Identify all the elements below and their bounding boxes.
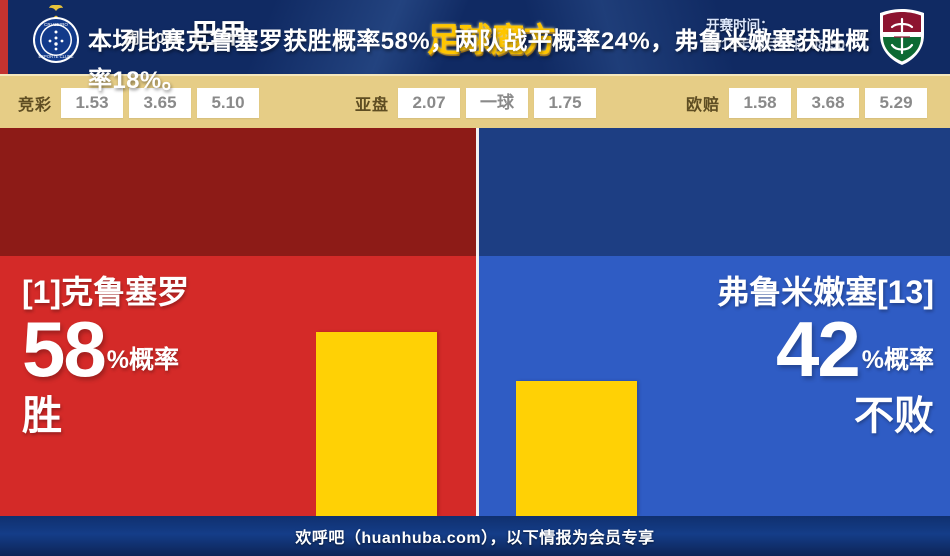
odds-group-yapan: 亚盘 2.07 一球 1.75 [355,88,597,118]
odds-cell-oupei-2[interactable]: 3.68 [797,88,860,118]
home-probability-bar [316,332,437,516]
home-probability-value: 58 [22,305,107,393]
away-probability-value: 42 [776,305,861,393]
kickoff-time: 开赛时间： 2013年10月17日 08:50 [706,16,845,54]
odds-cell-yapan-1[interactable]: 2.07 [398,88,461,118]
away-team-name: 弗鲁米嫩塞[13] [717,274,934,310]
match-round: 周三006 [125,30,183,47]
footer-bar: 欢呼吧（huanhuba.com），以下情报为会员专享 [0,516,950,556]
cruzeiro-crest-icon: CRUZEIRO ESPORTE CLUBE [33,5,79,63]
site-logo[interactable]: 足球魔方 [412,8,570,66]
odds-label-oupei: 欧赔 [686,97,721,114]
home-stat-block: [1]克鲁塞罗 58 %概率 胜 [22,272,322,440]
odds-cell-jingcai-2[interactable]: 3.65 [129,88,192,118]
logo-text: 足球魔方 [427,21,556,58]
home-team-name: [1]克鲁塞罗 [22,274,190,310]
home-probability-unit: %概率 [106,346,179,374]
odds-group-jingcai: 竞彩 1.53 3.65 5.10 [18,88,260,118]
header-sheen-overlay [0,0,950,74]
odds-label-yapan: 亚盘 [355,97,390,114]
header-bar: CRUZEIRO ESPORTE CLUBE 周三006 巴甲 足球魔方 开赛时… [0,0,950,74]
kickoff-label: 开赛时间： [706,18,774,33]
panel-divider [476,128,479,516]
away-probability-bar [516,381,637,516]
odds-bar: 竞彩 1.53 3.65 5.10 亚盘 2.07 一球 1.75 欧赔 1.5… [0,74,950,130]
odds-cell-oupei-3[interactable]: 5.29 [865,88,928,118]
odds-cell-yapan-2[interactable]: 一球 [466,88,529,118]
headline-summary: 本场比赛克鲁塞罗获胜概率58%，两队战平概率24%，弗鲁米嫩塞获胜概率18%。 [88,28,870,94]
away-outcome-label: 不败 [854,394,934,438]
league-name: 巴甲 [191,19,248,49]
home-panel-top [0,128,478,256]
odds-group-oupei: 欧赔 1.58 3.68 5.29 [686,88,928,118]
odds-cell-jingcai-3[interactable]: 5.10 [197,88,260,118]
header-accent-stripe [0,0,8,74]
odds-cell-oupei-1[interactable]: 1.58 [729,88,792,118]
away-panel-top [478,128,950,256]
fluminense-crest-icon [880,9,924,65]
match-info: 周三006 巴甲 [125,12,248,51]
away-probability-unit: %概率 [861,346,934,374]
odds-cell-yapan-3[interactable]: 1.75 [534,88,597,118]
footer-text[interactable]: 欢呼吧（huanhuba.com），以下情报为会员专享 [295,530,655,547]
svg-text:ESPORTE CLUBE: ESPORTE CLUBE [38,54,73,59]
odds-cell-jingcai-1[interactable]: 1.53 [61,88,124,118]
away-stat-block: 弗鲁米嫩塞[13] 42 %概率 不败 [594,272,934,440]
home-outcome-label: 胜 [22,394,62,438]
svg-text:CRUZEIRO: CRUZEIRO [44,22,68,27]
odds-label-jingcai: 竞彩 [18,97,53,114]
kickoff-value: 2013年10月17日 08:50 [706,37,845,52]
